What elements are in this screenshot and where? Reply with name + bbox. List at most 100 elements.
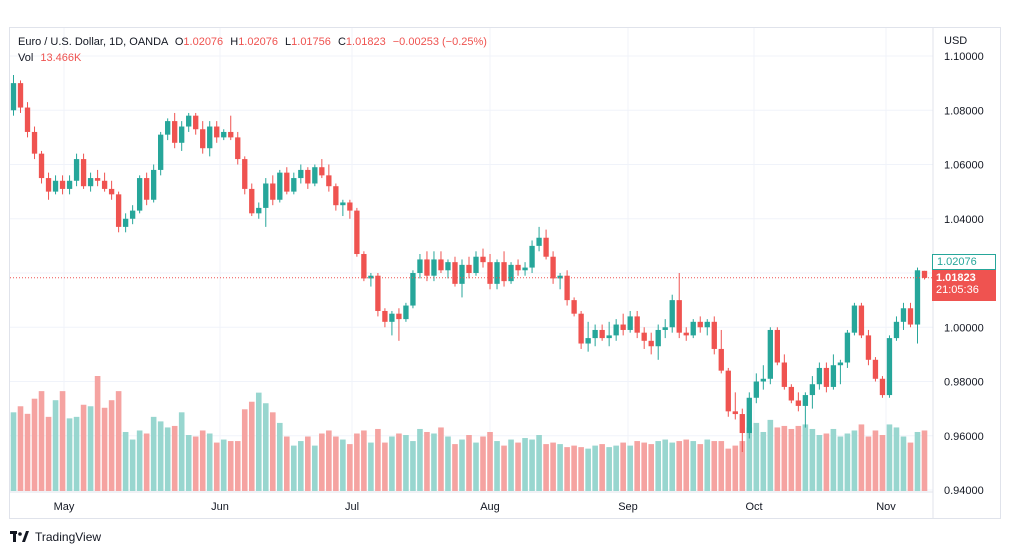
- high-label: H: [230, 36, 239, 48]
- volume-bar: [613, 445, 619, 491]
- volume-bar: [31, 398, 38, 491]
- open-label: O: [174, 36, 184, 48]
- volume-bar: [178, 412, 185, 491]
- volume-bar: [788, 428, 795, 491]
- candle-body: [718, 348, 724, 371]
- candle-body: [914, 270, 921, 325]
- volume-bar: [522, 438, 528, 491]
- candle-body: [396, 313, 402, 320]
- candle-body: [669, 300, 675, 328]
- candle-body: [473, 256, 479, 273]
- candle-body: [179, 126, 185, 143]
- candle-body: [80, 159, 87, 187]
- volume-bar: [781, 425, 788, 491]
- candle-body: [662, 327, 668, 330]
- bar-countdown: 21:05:36: [936, 284, 979, 296]
- volume-bar: [452, 444, 458, 491]
- volume-bar: [529, 439, 535, 491]
- candle-body: [445, 262, 451, 271]
- volume-bar: [220, 439, 227, 491]
- candle-body: [900, 308, 907, 322]
- low-label: L: [285, 36, 292, 48]
- candle-body: [256, 207, 262, 214]
- volume-bar: [417, 428, 423, 491]
- volume-bar: [914, 431, 921, 491]
- volume-bar: [347, 444, 353, 491]
- volume-bar: [298, 441, 304, 491]
- candle-body: [893, 321, 900, 339]
- price-axis-currency: USD: [944, 35, 968, 47]
- candle-body: [305, 169, 311, 184]
- chart-frame[interactable]: [9, 27, 1001, 519]
- candle-body: [31, 131, 38, 154]
- candle-body: [45, 178, 52, 192]
- volume-bar: [732, 445, 739, 491]
- tradingview-logo[interactable]: TradingView: [10, 530, 101, 544]
- candle-body: [186, 115, 192, 127]
- volume-bar: [340, 439, 346, 491]
- volume-bar: [564, 447, 570, 491]
- candle-body: [466, 264, 472, 273]
- candle-body: [207, 126, 213, 149]
- volume-bar: [403, 435, 409, 491]
- candle-body: [94, 178, 101, 181]
- candle-body: [66, 180, 73, 189]
- price-tick-label: 0.94000: [944, 485, 984, 497]
- candle-body: [907, 308, 914, 325]
- volume-bar: [227, 441, 234, 491]
- volume-bar: [241, 409, 248, 491]
- candle-body: [284, 172, 290, 192]
- candle-body: [606, 335, 612, 339]
- volume-bar: [858, 424, 865, 491]
- candle-body: [627, 316, 633, 330]
- volume-bar: [683, 439, 690, 491]
- volume-bar: [129, 439, 136, 491]
- volume-bar: [655, 441, 662, 491]
- volume-bar: [473, 442, 479, 491]
- open-value: 1.02076: [183, 36, 224, 48]
- tradingview-logo-icon: [10, 531, 29, 542]
- volume-bar: [774, 427, 781, 491]
- volume-bar: [662, 439, 669, 491]
- candle-body: [592, 329, 598, 339]
- time-tick-label: Aug: [480, 501, 500, 513]
- candle-body: [578, 313, 584, 344]
- price-tick-label: 1.04000: [944, 214, 984, 226]
- volume-bar: [844, 433, 851, 491]
- time-tick-label: Jul: [345, 501, 359, 513]
- candle-body: [648, 340, 654, 347]
- volume-bar: [305, 436, 311, 491]
- volume-bar: [578, 447, 584, 491]
- candle-body: [760, 378, 766, 382]
- candle-body: [830, 365, 837, 387]
- price-tick-label: 1.06000: [944, 160, 984, 172]
- candle-body: [214, 126, 220, 138]
- volume-bar: [634, 441, 640, 491]
- time-axis-ticks: May Jun Jul Aug Sep Oct Nov: [10, 28, 934, 519]
- volume-bar: [143, 433, 150, 491]
- volume-bar: [248, 401, 255, 491]
- candle-body: [417, 259, 423, 273]
- volume-bar: [851, 430, 858, 491]
- volume-bar: [536, 435, 542, 491]
- volume-bar: [94, 376, 101, 491]
- volume-bar: [676, 441, 683, 491]
- candle-body: [115, 194, 122, 227]
- change-value: −0.00253 (−0.25%): [392, 36, 487, 48]
- volume-bar: [571, 445, 577, 491]
- candle-body: [150, 169, 157, 200]
- volume-bar: [641, 442, 647, 491]
- candle-body: [158, 134, 164, 170]
- volume-bar: [115, 391, 122, 491]
- candle-body: [620, 324, 626, 330]
- time-tick-label: Oct: [745, 501, 762, 513]
- candle-body: [872, 359, 879, 379]
- last-price-value: 1.01823: [936, 272, 976, 284]
- volume-bar: [136, 430, 143, 491]
- volume-bar: [795, 425, 802, 491]
- candle-body: [851, 305, 858, 333]
- candle-body: [59, 180, 66, 189]
- volume-bar: [837, 436, 844, 491]
- time-tick-label: Sep: [618, 501, 638, 513]
